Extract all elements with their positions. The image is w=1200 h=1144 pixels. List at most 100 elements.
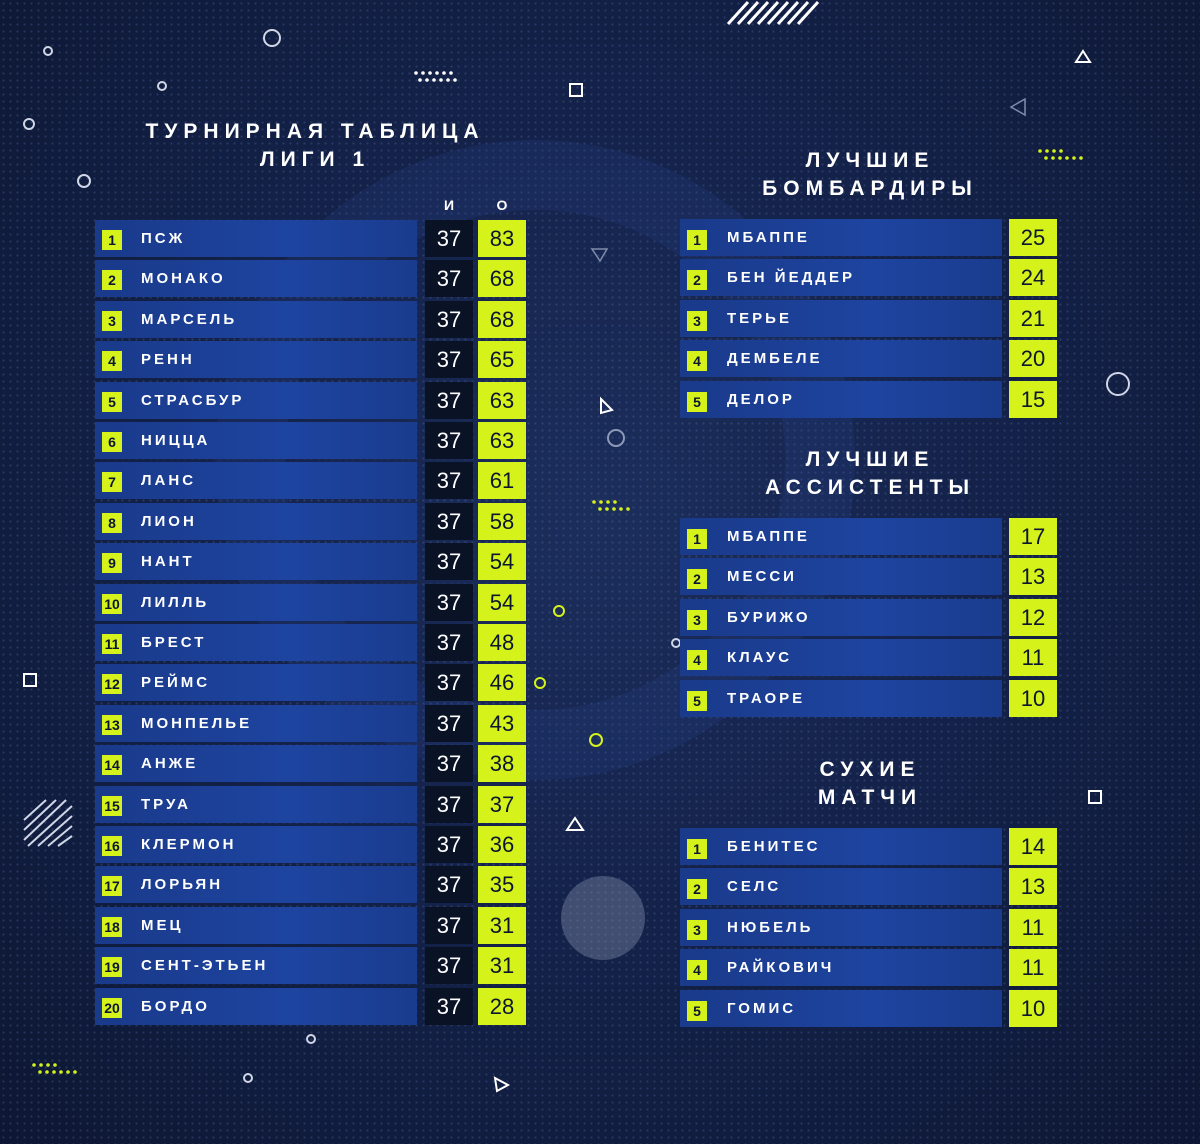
points-cell: 31 [478,907,526,944]
list-item: 3 НЮБЕЛЬ 11 [0,909,1060,946]
league-title-line1: ТУРНИРНАЯ ТАБЛИЦА [145,120,485,143]
row-bar [95,462,417,499]
circle-icon [589,733,603,747]
team-name: БОРДО [141,998,210,1015]
row-bar [680,340,1002,377]
row-bar [95,584,417,621]
stat-value: 15 [1009,381,1057,418]
table-row: 11 БРЕСТ 37 48 [0,624,530,661]
row-bar [95,543,417,580]
games-cell: 37 [425,584,473,621]
rank-badge: 6 [102,432,122,452]
stat-value: 17 [1009,518,1057,555]
team-name: ПСЖ [141,230,186,247]
player-name: МБАППЕ [727,229,810,246]
cleansheets-title: СУХИЕ МАТЧИ [680,756,1060,812]
player-name: СЕЛС [727,878,782,895]
league-title: ТУРНИРНАЯ ТАБЛИЦА ЛИГИ 1 [110,118,520,174]
stat-value: 11 [1009,909,1057,946]
rank-badge: 3 [687,610,707,630]
team-name: МАРСЕЛЬ [141,311,238,328]
player-name: БЕН ЙЕДДЕР [727,269,855,286]
circle-icon [306,1034,316,1044]
table-row: 9 НАНТ 37 54 [0,543,530,580]
list-item: 5 ТРАОРЕ 10 [0,680,1060,717]
row-bar [680,259,1002,296]
row-bar [95,624,417,661]
games-cell: 37 [425,826,473,863]
rank-badge: 1 [687,529,707,549]
rank-badge: 13 [102,715,122,735]
games-cell: 37 [425,422,473,459]
row-bar [680,558,1002,595]
rank-badge: 2 [687,879,707,899]
row-bar [95,866,417,903]
games-cell: 37 [425,866,473,903]
row-bar [95,786,417,823]
triangle-icon [600,396,614,415]
rank-badge: 2 [687,270,707,290]
triangle-icon [493,1076,511,1093]
player-name: БУРИЖО [727,609,811,626]
row-bar [680,639,1002,676]
rank-badge: 1 [687,839,707,859]
player-name: КЛАУС [727,649,793,666]
games-cell: 37 [425,260,473,297]
team-name: ЛИОН [141,513,197,530]
list-item: 1 МБАППЕ 17 [0,518,1060,555]
points-cell: 65 [478,341,526,378]
games-cell: 37 [425,664,473,701]
hatch-icon [726,0,820,26]
player-name: НЮБЕЛЬ [727,919,814,936]
row-bar [95,341,417,378]
league-title-line2: ЛИГИ 1 [259,148,371,171]
team-name: СЕНТ-ЭТЬЕН [141,957,269,974]
team-name: КЛЕРМОН [141,836,237,853]
points-cell: 48 [478,624,526,661]
rank-badge: 1 [102,230,122,250]
rank-badge: 19 [102,957,122,977]
row-bar [680,518,1002,555]
team-name: МОНАКО [141,270,226,287]
rank-badge: 20 [102,998,122,1018]
games-cell: 37 [425,341,473,378]
points-cell: 54 [478,543,526,580]
rank-badge: 17 [102,876,122,896]
circle-icon [77,174,91,188]
player-name: БЕНИТЕС [727,838,821,855]
stat-value: 11 [1009,949,1057,986]
points-cell: 63 [478,382,526,419]
points-cell: 68 [478,260,526,297]
table-row: 15 ТРУА 37 37 [0,786,530,823]
circle-icon [534,677,546,689]
circle-icon [553,605,565,617]
rank-badge: 18 [102,917,122,937]
row-bar [680,868,1002,905]
table-row: 5 СТРАСБУР 37 63 [0,382,530,419]
circle-icon [243,1073,253,1083]
rank-badge: 5 [687,691,707,711]
triangle-icon [1074,49,1092,63]
points-cell: 43 [478,705,526,742]
stat-value: 13 [1009,868,1057,905]
player-name: ДЕЛОР [727,391,795,408]
circle-icon [43,46,53,56]
points-cell: 38 [478,745,526,782]
list-item: 4 ДЕМБЕЛЕ 20 [0,340,1060,377]
row-bar [95,705,417,742]
square-icon [23,673,37,687]
team-name: ЛАНС [141,472,197,489]
list-item: 5 ГОМИС 10 [0,990,1060,1027]
row-bar [95,422,417,459]
row-bar [95,301,417,338]
points-cell: 61 [478,462,526,499]
stat-value: 25 [1009,219,1057,256]
square-icon [569,83,583,97]
rank-badge: 5 [687,1001,707,1021]
rank-badge: 2 [687,569,707,589]
list-item: 2 БЕН ЙЕДДЕР 24 [0,259,1060,296]
player-name: РАЙКОВИЧ [727,959,835,976]
rank-badge: 5 [687,392,707,412]
team-name: МЕЦ [141,917,184,934]
